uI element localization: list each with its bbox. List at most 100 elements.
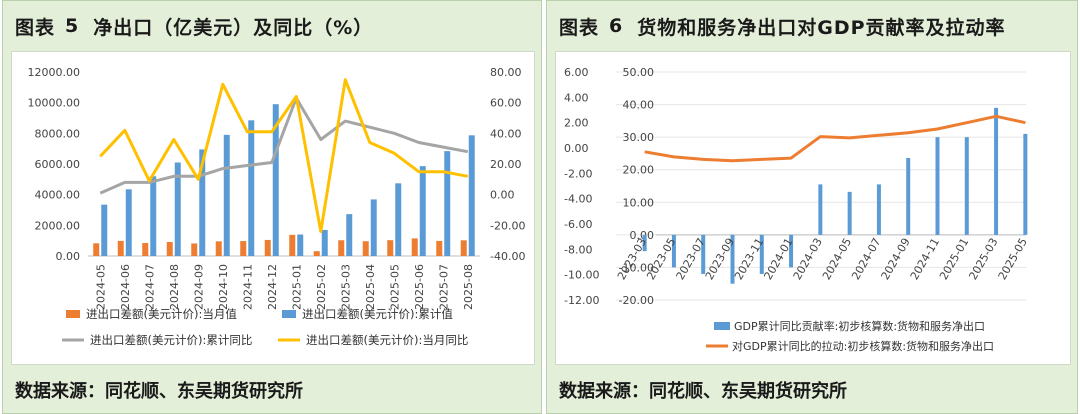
y-left-tick-label: -2.00 xyxy=(564,167,592,180)
bar-gdp-contribution xyxy=(847,191,852,235)
x-tick-label: 2024-06 xyxy=(119,264,132,310)
bar-gdp-contribution xyxy=(642,234,647,252)
y-right-tick-label: 20.00 xyxy=(490,158,522,171)
bar-monthly-balance xyxy=(436,240,443,256)
bar-gdp-contribution xyxy=(701,234,706,274)
bar-cumulative-balance xyxy=(223,134,230,256)
y-left-tick-label: 4.00 xyxy=(564,91,589,104)
bar-cumulative-balance xyxy=(370,199,377,256)
bar-gdp-contribution xyxy=(964,137,969,235)
bar-monthly-balance xyxy=(411,238,418,256)
bar-monthly-balance xyxy=(117,240,124,256)
bar-monthly-balance xyxy=(191,243,198,256)
y-left-tick-label: 12000.00 xyxy=(28,66,81,79)
right-title-number: 6 xyxy=(609,15,624,37)
x-tick-label: 2024-07 xyxy=(143,264,156,310)
y-left-tick-label: -6.00 xyxy=(564,218,592,231)
bar-monthly-balance xyxy=(240,241,247,256)
x-tick-label: 2025-01 xyxy=(290,264,303,310)
x-tick-label: 2025-08 xyxy=(462,264,475,310)
left-source-text: 同花顺、东吴期货研究所 xyxy=(105,381,303,402)
y-right-tick-label: -20.00 xyxy=(619,294,654,307)
bar-monthly-balance xyxy=(264,239,271,256)
x-tick-label: 2025-02 xyxy=(315,264,328,310)
bar-gdp-contribution xyxy=(730,234,735,284)
legend-swatch xyxy=(282,310,296,318)
bar-monthly-balance xyxy=(313,251,320,256)
x-tick-label: 2024-10 xyxy=(217,264,230,310)
y-right-tick-label: 20.00 xyxy=(623,164,655,177)
right-source-label: 数据来源： xyxy=(559,381,649,402)
bar-monthly-balance xyxy=(142,243,149,256)
x-tick-label: 2024-08 xyxy=(168,264,181,310)
bar-gdp-contribution xyxy=(759,234,764,274)
y-right-tick-label: -40.00 xyxy=(490,250,525,263)
legend-label: 进出口差额(美元计价):累计同比 xyxy=(90,333,252,347)
left-chart-container: 12000.00 10000.00 8000.00 6000.00 4000.00 200… xyxy=(11,51,535,365)
legend-swatch xyxy=(66,310,80,318)
y-right-tick-label: -10.00 xyxy=(619,261,654,274)
y-left-tick-label: 4000.00 xyxy=(35,189,81,202)
bar-monthly-balance xyxy=(387,240,394,256)
left-source-label: 数据来源： xyxy=(15,381,105,402)
bar-cumulative-balance xyxy=(199,149,206,256)
bar-gdp-contribution xyxy=(818,184,823,235)
legend-label: GDP累计同比贡献率:初步核算数:货物和服务净出口 xyxy=(734,319,985,333)
y-right-tick-label: 50.00 xyxy=(623,66,655,79)
legend-swatch xyxy=(714,322,730,330)
left-source: 数据来源： 同花顺、东吴期货研究所 xyxy=(3,369,541,411)
bar-cumulative-balance xyxy=(101,204,108,256)
y-right-tick-label: 40.00 xyxy=(623,99,655,112)
x-tick-label: 2025-04 xyxy=(364,264,377,310)
right-panel-title: 图表 6 货物和服务净出口对GDP贡献率及拉动率 xyxy=(547,3,1077,49)
x-tick-label: 2024-11 xyxy=(241,264,254,310)
y-left-tick-label: 2.00 xyxy=(564,117,589,130)
y-left-tick-label: 6.00 xyxy=(564,66,589,79)
y-left-tick-label: 10000.00 xyxy=(28,97,81,110)
y-left-tick-label: -8.00 xyxy=(564,243,592,256)
bar-gdp-contribution xyxy=(906,157,911,235)
left-title-text: 净出口（亿美元）及同比（%） xyxy=(93,16,374,39)
bar-monthly-balance xyxy=(289,234,296,256)
y-right-tick-label: 0.00 xyxy=(630,229,655,242)
bar-cumulative-balance xyxy=(468,135,475,256)
y-right-tick-label: 40.00 xyxy=(490,127,522,140)
left-title-number: 5 xyxy=(65,15,80,37)
bar-monthly-balance xyxy=(93,243,100,256)
right-title-label: 图表 xyxy=(559,16,600,39)
y-left-tick-label: 0.00 xyxy=(564,142,589,155)
right-panel: 图表 6 货物和服务净出口对GDP贡献率及拉动率 6.00 4.00 2.00 0.0… xyxy=(546,0,1078,414)
x-tick-label: 2025-03 xyxy=(339,264,352,310)
y-right-tick-label: 80.00 xyxy=(490,66,522,79)
bar-cumulative-balance xyxy=(248,120,255,256)
legend-label: 进出口差额(美元计价):累计值 xyxy=(302,307,453,321)
bar-monthly-balance xyxy=(215,241,222,256)
bar-monthly-balance xyxy=(166,242,173,256)
bar-cumulative-balance xyxy=(174,162,181,256)
bar-cumulative-balance xyxy=(150,176,157,256)
right-title-text: 货物和服务净出口对GDP贡献率及拉动率 xyxy=(637,16,1006,39)
bar-cumulative-balance xyxy=(444,151,451,256)
right-chart-container: 6.00 4.00 2.00 0.00 -2.00 -4.00 -6.00 -8.00 -10.… xyxy=(555,51,1071,365)
y-right-tick-label: 30.00 xyxy=(623,131,655,144)
y-left-tick-label: 6000.00 xyxy=(35,158,81,171)
bar-cumulative-balance xyxy=(419,166,426,256)
y-left-tick-label: 2000.00 xyxy=(35,219,81,232)
bar-gdp-contribution xyxy=(994,107,999,235)
y-right-tick-label: 0.00 xyxy=(490,189,515,202)
bar-cumulative-balance xyxy=(297,234,304,256)
right-source: 数据来源： 同花顺、东吴期货研究所 xyxy=(547,369,1077,411)
bar-monthly-balance xyxy=(362,241,369,256)
bar-cumulative-balance xyxy=(395,183,402,256)
right-source-text: 同花顺、东吴期货研究所 xyxy=(649,381,847,402)
y-right-tick-label: 60.00 xyxy=(490,97,522,110)
bar-gdp-contribution xyxy=(935,137,940,235)
y-left-tick-label: -12.00 xyxy=(564,294,599,307)
bar-cumulative-balance xyxy=(125,189,132,256)
x-tick-label: 2025-07 xyxy=(437,264,450,310)
y-right-tick-label: 10.00 xyxy=(623,196,655,209)
x-tick-label: 2024-09 xyxy=(192,264,205,310)
line-monthly-yoy xyxy=(99,78,469,233)
bar-monthly-balance xyxy=(338,240,345,256)
